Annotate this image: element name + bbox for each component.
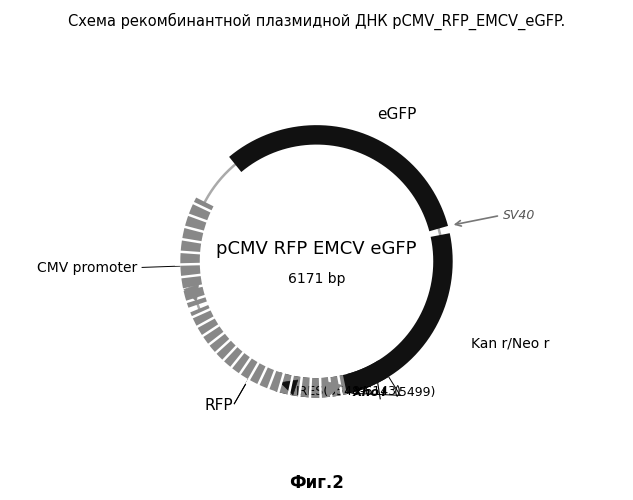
Text: Kan r/Neo r: Kan r/Neo r <box>470 336 549 350</box>
Text: IRES(5548-6143): IRES(5548-6143) <box>296 384 401 398</box>
Text: SV40: SV40 <box>503 209 535 222</box>
Text: Xho I: Xho I <box>353 386 387 399</box>
Text: CMV promoter: CMV promoter <box>37 260 137 274</box>
Text: RFP: RFP <box>204 398 233 413</box>
Text: eGFP: eGFP <box>377 107 417 122</box>
Text: Схема рекомбинантной плазмидной ДНК pCMV_RFP_EMCV_eGFP.: Схема рекомбинантной плазмидной ДНК pCMV… <box>68 12 565 30</box>
Text: Фиг.2: Фиг.2 <box>289 474 344 492</box>
Text: (5499): (5499) <box>391 386 436 399</box>
Text: pCMV RFP EMCV eGFP: pCMV RFP EMCV eGFP <box>216 240 417 258</box>
Text: 6171 bp: 6171 bp <box>288 272 345 286</box>
